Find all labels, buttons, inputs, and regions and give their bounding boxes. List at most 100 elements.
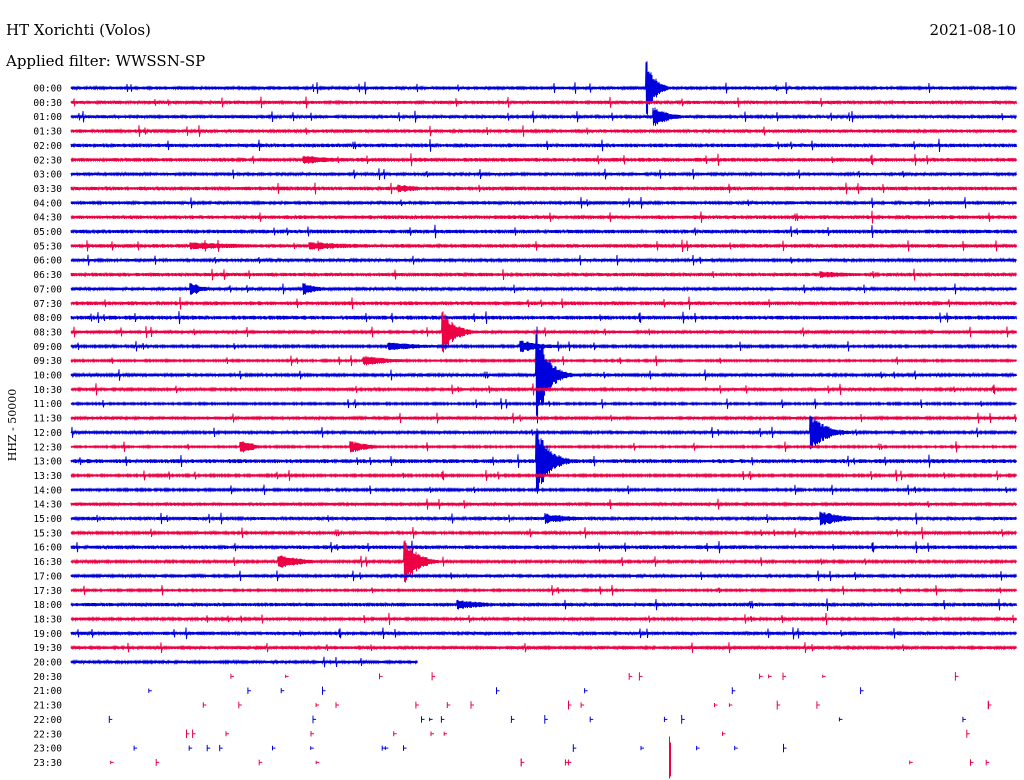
trace-row [70, 168, 1017, 180]
row-time-label: 19:30 [33, 643, 62, 654]
row-time-label: 11:30 [33, 414, 62, 425]
trace-row [70, 296, 1017, 310]
row-time-label: 07:30 [33, 299, 62, 310]
filter-label: Applied filter: WWSSN-SP [5, 52, 205, 70]
trace-row [230, 672, 959, 681]
row-time-label: 11:00 [33, 399, 62, 410]
row-time-label: 09:30 [33, 356, 62, 367]
row-time-label: 13:00 [33, 457, 62, 468]
trace-row [70, 584, 1017, 596]
row-time-label: 08:30 [33, 327, 62, 338]
row-time-label: 03:00 [33, 170, 62, 181]
trace-row [133, 743, 787, 753]
trace-row [70, 570, 1017, 582]
trace-row [70, 196, 1017, 209]
record-date: 2021-08-10 [930, 21, 1016, 39]
row-time-label: 19:00 [33, 629, 62, 640]
row-time-label: 09:00 [33, 342, 62, 353]
row-time-label: 20:30 [33, 672, 62, 683]
row-time-label: 06:00 [33, 256, 62, 267]
trace-row [70, 268, 1017, 281]
trace-row [70, 415, 1017, 450]
trace-row [70, 484, 1017, 495]
trace-row [202, 700, 992, 710]
row-time-label: 02:30 [33, 155, 62, 166]
row-time-label: 15:00 [33, 514, 62, 525]
channel-label: HHZ - 50000 [6, 389, 19, 462]
row-time-label: 13:30 [33, 471, 62, 482]
trace-row [70, 656, 418, 668]
trace-row [70, 125, 1017, 137]
row-time-label: 01:30 [33, 127, 62, 138]
row-time-label: 22:00 [33, 715, 62, 726]
trace-row [70, 498, 1017, 510]
row-time-label: 06:30 [33, 270, 62, 281]
row-time-label: 18:30 [33, 614, 62, 625]
row-time-label: 20:00 [33, 658, 62, 669]
trace-row [70, 598, 1017, 611]
row-time-label: 04:30 [33, 213, 62, 224]
row-time-label: 17:00 [33, 571, 62, 582]
trace-row [70, 526, 1017, 539]
row-time-label: 00:30 [33, 98, 62, 109]
trace-row [70, 182, 1017, 195]
trace-row [70, 340, 1017, 353]
row-labels: 00:00 00:30 01:00 01:30 02:00 02:30 03:00 03:30… [33, 84, 62, 769]
trace-row [70, 138, 1017, 153]
row-time-label: 23:00 [33, 744, 62, 755]
trace-row [70, 627, 1017, 640]
trace-row [70, 254, 1017, 266]
row-time-label: 04:00 [33, 198, 62, 209]
trace-row [70, 428, 1017, 494]
row-time-label: 08:00 [33, 313, 62, 324]
trace-row [70, 412, 1017, 424]
row-time-label: 21:30 [33, 701, 62, 712]
trace-row [70, 540, 1017, 583]
row-time-label: 10:30 [33, 385, 62, 396]
trace-row [70, 153, 1017, 167]
row-time-label: 18:00 [33, 600, 62, 611]
trace-row [70, 239, 1017, 253]
trace-row [108, 715, 966, 724]
row-time-label: 17:30 [33, 586, 62, 597]
trace-row [70, 96, 1017, 109]
row-time-label: 15:30 [33, 528, 62, 539]
trace-row [70, 107, 1017, 126]
trace-row [70, 469, 1017, 482]
row-time-label: 16:00 [33, 543, 62, 554]
row-time-label: 14:00 [33, 485, 62, 496]
row-time-label: 22:30 [33, 729, 62, 740]
trace-row [70, 642, 1017, 654]
trace-row [70, 210, 1017, 224]
row-time-label: 01:00 [33, 112, 62, 123]
station-title: HT Xorichti (Volos) [6, 21, 151, 39]
row-time-label: 14:30 [33, 500, 62, 511]
trace-row [70, 540, 1017, 554]
trace-row [70, 311, 1017, 353]
trace-row [70, 383, 1017, 396]
trace-row [70, 282, 1017, 295]
seismogram-traces [70, 61, 1017, 779]
trace-row [70, 326, 1017, 424]
row-time-label: 10:00 [33, 371, 62, 382]
row-time-label: 12:00 [33, 428, 62, 439]
trace-row [70, 511, 1017, 526]
trace-row [70, 311, 1017, 325]
trace-row [70, 612, 1017, 626]
row-time-label: 00:00 [33, 84, 62, 95]
row-time-label: 05:30 [33, 241, 62, 252]
trace-row [70, 61, 1017, 115]
trace-row [186, 729, 970, 738]
trace-row [70, 398, 1017, 410]
trace-row [110, 736, 990, 779]
trace-row [70, 224, 1017, 239]
row-time-label: 12:30 [33, 442, 62, 453]
row-time-label: 21:00 [33, 686, 62, 697]
row-time-label: 03:30 [33, 184, 62, 195]
trace-row [148, 686, 864, 695]
row-time-label: 23:30 [33, 758, 62, 769]
row-time-label: 07:00 [33, 284, 62, 295]
row-time-label: 02:00 [33, 141, 62, 152]
row-time-label: 05:00 [33, 227, 62, 238]
